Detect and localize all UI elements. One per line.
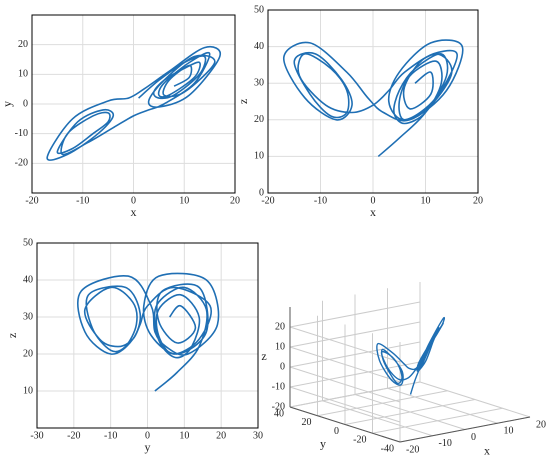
z-tick-label: 20 [275,321,285,332]
y-tick-label: 20 [23,348,33,359]
y-tick-label: 20 [18,39,28,50]
x-tick-label: 0 [371,195,376,206]
x-tick-label: -20 [25,195,38,206]
y-tick-label: 0 [23,98,28,109]
y-tick-label: 50 [254,4,264,15]
y-tick-label: 10 [254,151,264,162]
x-tick-label: -20 [67,430,80,441]
trajectory [282,39,464,158]
z-tick-label: 10 [275,341,285,352]
y-tick-label: 30 [23,311,33,322]
y-tick-label: -10 [15,128,28,139]
axis-line [289,406,401,443]
x-tick-label: 30 [253,430,263,441]
x-tick-label: 0 [131,195,136,206]
grid-line [344,399,476,425]
x-axis-label: x [131,205,137,219]
x-tick-label: 10 [504,426,514,437]
z-tick-label: -10 [272,381,285,392]
y-axis-label: y [320,436,326,450]
y-tick-label: 50 [23,237,33,248]
y-tick-label: 40 [23,274,33,285]
y-axis-label: y [0,101,14,107]
grid-line [289,321,421,348]
y-tick-label: 10 [23,385,33,396]
x-tick-label: 10 [421,195,431,206]
y-tick-label: -20 [15,158,28,169]
z-tick-label: -20 [272,401,285,412]
grid-line [289,381,421,408]
y-tick-label: 40 [254,41,264,52]
grid-line [289,346,401,383]
x-tick-label: 10 [179,430,189,441]
x-tick-label: -20 [406,444,419,455]
x-axis-label: x [484,443,490,457]
axis-line [399,416,531,443]
x-tick-label: -10 [439,438,452,449]
x-tick-label: -30 [30,430,43,441]
y-tick-label: 40 [274,408,284,419]
z-axis-label: z [261,349,266,363]
x-tick-label: -10 [76,195,89,206]
y-tick-label: 0 [334,426,339,437]
y-tick-label: 30 [254,77,264,88]
grid-line [372,407,503,434]
grid-line [289,386,401,423]
x-tick-label: 0 [471,432,476,443]
y-axis-label: z [236,99,250,104]
y-tick-label: 10 [18,69,28,80]
y-tick-label: 0 [259,187,264,198]
y-tick-label: -40 [381,443,394,454]
x-tick-label: -10 [104,430,117,441]
y-tick-label: 20 [302,417,312,428]
trajectory [376,316,446,395]
plot-frame [267,9,479,194]
x-axis-label: x [370,205,376,219]
y-axis-label: z [5,333,19,338]
grid-line [289,301,421,328]
y-tick-label: -20 [353,435,366,446]
x-tick-label: 0 [145,430,150,441]
x-tick-label: 20 [473,195,483,206]
plot-frame [36,242,259,429]
y-tick-label: 20 [254,114,264,125]
x-axis-label: y [145,440,151,454]
plot-frame [31,14,236,194]
grid-line [289,366,401,403]
x-tick-label: -10 [314,195,327,206]
x-tick-label: 10 [179,195,189,206]
trajectory [77,272,220,392]
x-tick-label: 20 [216,430,226,441]
x-tick-label: -20 [261,195,274,206]
grid-line [289,341,421,368]
x-tick-label: 20 [536,419,546,430]
x-tick-label: 20 [230,195,240,206]
grid-line [317,390,448,417]
z-tick-label: 0 [280,361,285,372]
trajectory [46,46,222,161]
